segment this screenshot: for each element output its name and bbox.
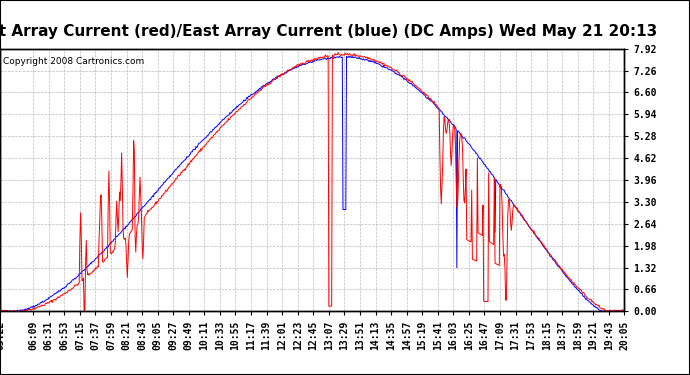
Text: Copyright 2008 Cartronics.com: Copyright 2008 Cartronics.com [3,57,144,66]
Text: West Array Current (red)/East Array Current (blue) (DC Amps) Wed May 21 20:13: West Array Current (red)/East Array Curr… [0,24,658,39]
